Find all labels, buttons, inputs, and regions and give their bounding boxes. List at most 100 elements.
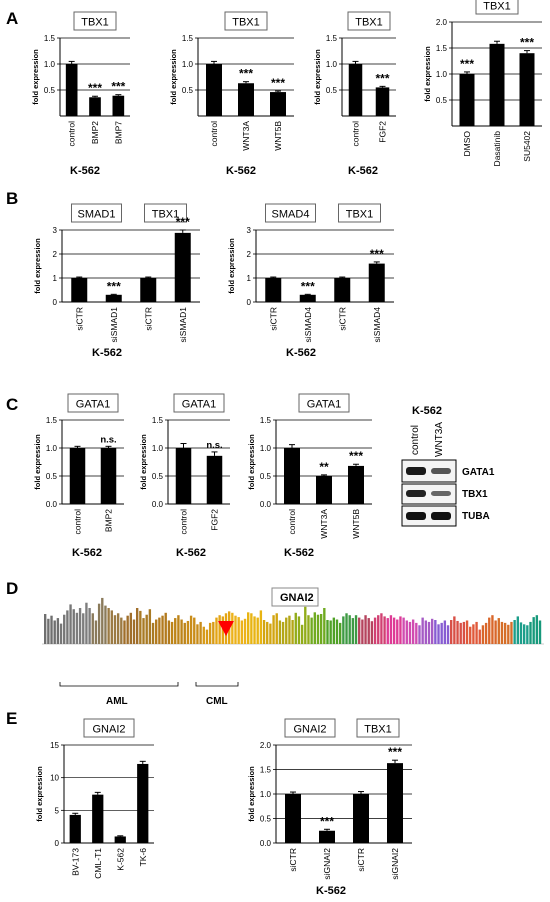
y-tick-label: 1.0 xyxy=(326,60,338,69)
chart-a4: 0.5 1.0 1.5 2.0 fold expression TBX1 *** DMSO Da… xyxy=(423,0,542,166)
overview-bar xyxy=(516,616,519,644)
overview-bar xyxy=(538,620,542,644)
y-tick-label: 1.5 xyxy=(436,44,448,53)
gene-title-box xyxy=(224,11,268,31)
overview-bar xyxy=(208,622,212,644)
category-label: siCTR xyxy=(143,307,153,331)
overview-bar xyxy=(278,620,282,644)
overview-bar xyxy=(291,620,294,644)
overview-bar xyxy=(240,620,244,644)
y-tick-label: 0.0 xyxy=(260,839,272,848)
category-label: control xyxy=(73,509,83,535)
gene-title-box xyxy=(144,203,187,223)
category-label: siCTR xyxy=(337,307,347,331)
chart-c2: 0.0 0.5 1.0 1.5 fold expression GATA1 control n… xyxy=(139,393,230,535)
category-label: TK-6 xyxy=(138,848,148,867)
overview-bar xyxy=(522,624,526,644)
overview-bar xyxy=(396,619,399,644)
category-label: Dasatinib xyxy=(492,131,502,167)
bar xyxy=(348,64,363,116)
y-tick-label: 1.0 xyxy=(260,790,272,799)
overview-bar xyxy=(392,617,396,644)
overview-bar xyxy=(155,619,158,644)
y-tick-label: 2.0 xyxy=(260,741,272,750)
gene-title-box xyxy=(83,718,135,738)
overview-bar xyxy=(535,615,539,644)
significance-label: *** xyxy=(370,247,384,261)
category-label: control xyxy=(209,121,219,147)
overview-bar xyxy=(88,608,91,644)
overview-bar xyxy=(266,621,269,644)
overview-bar xyxy=(300,624,304,644)
cell-line-label-a3: K-562 xyxy=(348,165,378,177)
overview-bar xyxy=(367,618,370,644)
overview-bar xyxy=(497,618,500,644)
overview-bar xyxy=(129,612,133,644)
bar xyxy=(270,92,286,116)
y-tick-label: 1.5 xyxy=(326,34,338,43)
overview-bar xyxy=(405,620,408,644)
band-gata1-control xyxy=(406,467,426,475)
overview-bar xyxy=(513,620,516,644)
overview-bar xyxy=(177,615,180,644)
bar xyxy=(71,278,88,302)
y-tick-label: 5 xyxy=(55,806,60,815)
y-tick-label: 1.5 xyxy=(260,766,272,775)
cell-line-label-a: K-562 xyxy=(70,165,100,177)
overview-bar xyxy=(120,617,123,644)
overview-bar xyxy=(383,616,386,644)
y-tick-label: 1.5 xyxy=(44,34,56,43)
overview-bar xyxy=(348,615,351,644)
category-label: SU5402 xyxy=(522,131,532,162)
y-tick-label: 2 xyxy=(247,250,252,259)
overview-bar xyxy=(221,616,225,644)
y-tick-label: 0.5 xyxy=(46,472,58,481)
category-label: siGNAI2 xyxy=(390,848,400,880)
overview-bar xyxy=(323,608,326,644)
category-label: siCTR xyxy=(356,848,366,872)
y-tick-label: 1.5 xyxy=(46,416,58,425)
overview-bar xyxy=(411,619,415,644)
overview-bar xyxy=(288,615,291,644)
overview-bar xyxy=(319,614,323,644)
category-label: FGF2 xyxy=(378,121,388,143)
y-tick-label: 0.0 xyxy=(46,500,58,509)
bar xyxy=(265,278,282,302)
gene-title-box xyxy=(173,393,225,413)
overview-bar xyxy=(399,616,402,644)
overview-bar xyxy=(97,603,101,644)
western-lane-wnt3a: WNT3A xyxy=(434,422,445,457)
overview-bar xyxy=(56,618,60,644)
chart-a1: 0.5 1.0 1.5 fold expression TBX1 control *** BM… xyxy=(31,11,130,147)
overview-bar xyxy=(475,621,478,644)
gene-title-box xyxy=(67,393,119,413)
overview-bar xyxy=(316,614,320,644)
y-tick-label: 0.5 xyxy=(326,86,338,95)
y-tick-label: 3 xyxy=(53,226,58,235)
overview-bar xyxy=(243,618,247,644)
gene-label-gnai2: GNAI2 xyxy=(280,592,314,604)
overview-bar xyxy=(107,608,110,644)
y-axis-label: fold expression xyxy=(227,238,236,294)
gene-title: TBX1 xyxy=(152,209,180,221)
overview-bar xyxy=(342,616,345,644)
significance-label: *** xyxy=(107,279,121,293)
chart-c1: 0.0 0.5 1.0 1.5 fold expression GATA1 control n… xyxy=(33,393,124,535)
overview-bar xyxy=(494,620,497,644)
bar xyxy=(206,64,222,116)
overview-bar xyxy=(113,615,117,644)
overview-bar xyxy=(389,615,393,644)
category-label: FGF2 xyxy=(210,509,220,531)
bar xyxy=(375,87,390,116)
overview-bar xyxy=(269,623,272,644)
band-tuba-control xyxy=(406,512,426,520)
y-tick-label: 1.0 xyxy=(182,60,194,69)
overview-bar xyxy=(202,626,205,644)
bar xyxy=(69,814,81,843)
overview-bar xyxy=(212,621,215,644)
category-label: BV-173 xyxy=(70,848,80,876)
overview-bar xyxy=(78,608,82,644)
overview-bars xyxy=(44,597,542,644)
overview-bar xyxy=(459,622,462,644)
blot-frame-tuba xyxy=(401,505,457,527)
